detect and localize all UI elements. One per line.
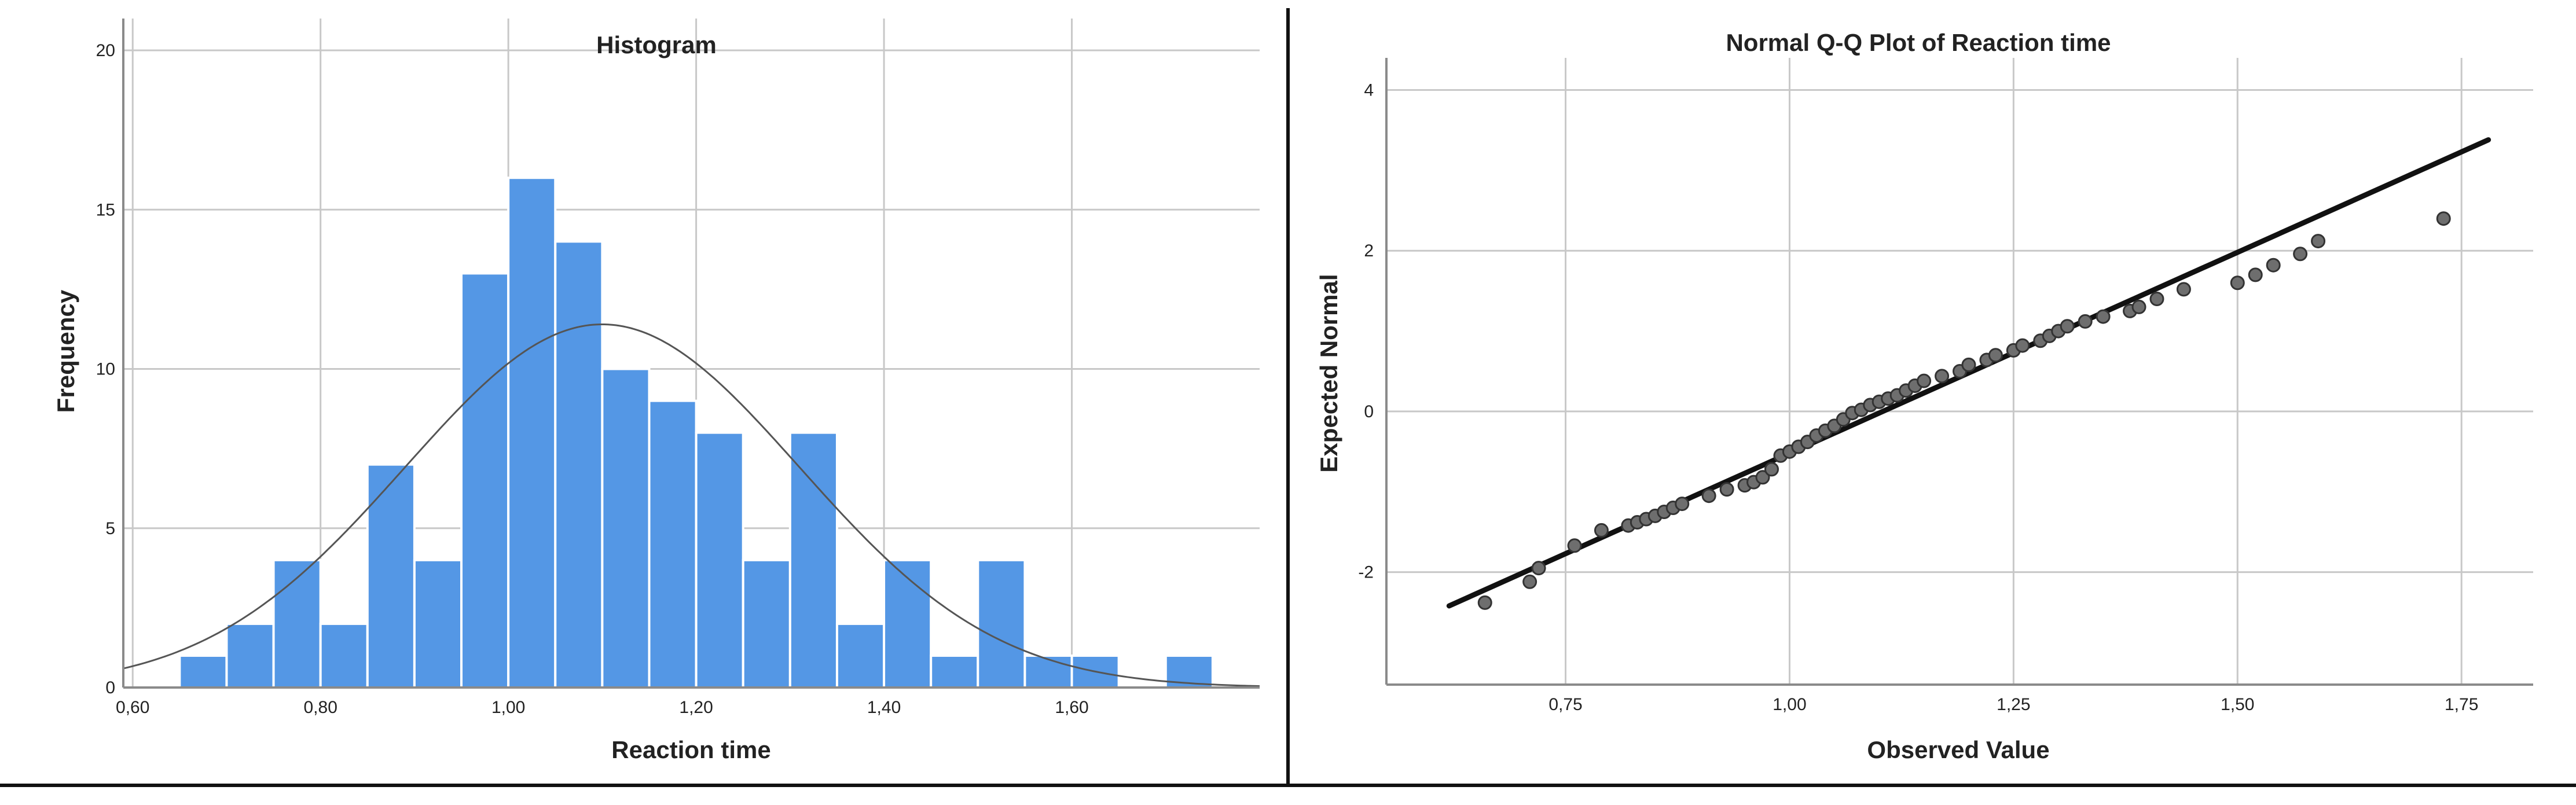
qq-x-tick-label: 1,50	[2221, 695, 2254, 714]
histogram-x-tick-label: 1,60	[1055, 698, 1088, 717]
qq-x-tick-label: 0,75	[1548, 695, 1582, 714]
qq-x-tick-label: 1,75	[2445, 695, 2478, 714]
histogram-x-tick-label: 1,40	[867, 698, 901, 717]
histogram-bar	[788, 431, 838, 689]
histogram-bar	[977, 558, 1026, 689]
histogram-y-tick-label: 10	[96, 360, 115, 379]
qq-point	[1988, 348, 2003, 363]
histogram-bar	[225, 622, 275, 689]
histogram-x-tick-labels: 0,60 0,80 1,00 1,20 1,40 1,60	[116, 698, 1089, 717]
histogram-bar	[178, 654, 228, 689]
qq-y-tick-label: -2	[1358, 563, 1374, 582]
qq-point	[1701, 488, 1716, 503]
qq-point	[1567, 538, 1582, 553]
qq-y-axis-label: Expected Normal	[1315, 274, 1342, 472]
panel-divider	[1286, 8, 1290, 784]
histogram-bar	[460, 272, 510, 689]
qq-axes	[1385, 58, 2533, 686]
qq-point	[1719, 482, 1734, 497]
qq-y-tick-label: 0	[1364, 402, 1374, 421]
qq-point	[1531, 561, 1546, 576]
qq-point	[2015, 338, 2030, 353]
histogram-y-tick-label: 5	[105, 519, 115, 538]
bottom-rule	[0, 784, 2576, 787]
histogram-y-tick-label: 20	[96, 41, 115, 60]
qq-point	[1675, 497, 1690, 512]
histogram-chart: 0,60 0,80 1,00 1,20 1,40 1,60 0 5 10 15 20 Histog…	[52, 19, 1260, 763]
qq-y-tick-labels: -2 0 2 4	[1358, 81, 1374, 582]
histogram-x-axis-label: Reaction time	[611, 736, 770, 763]
histogram-x-tick-label: 0,80	[303, 698, 337, 717]
qq-point	[2078, 314, 2093, 329]
qq-point	[1522, 574, 1537, 589]
qq-point	[2131, 299, 2146, 314]
histogram-bar	[601, 367, 651, 689]
histogram-bar	[413, 558, 463, 689]
qq-plot-title: Normal Q-Q Plot of Reaction time	[1726, 29, 2111, 56]
normal-curve	[123, 324, 1260, 688]
histogram-bar	[507, 177, 557, 689]
histogram-gridlines	[123, 19, 1260, 688]
qq-point	[2230, 275, 2245, 291]
qq-y-tick-label: 2	[1364, 241, 1374, 260]
qq-point	[2248, 267, 2263, 282]
histogram-title: Histogram	[596, 31, 717, 58]
qq-point	[2176, 282, 2191, 297]
qq-point	[1755, 470, 1770, 485]
qq-point	[2149, 292, 2164, 307]
histogram-bar	[1023, 654, 1073, 689]
histogram-bar	[648, 399, 698, 689]
histogram-bar	[883, 558, 933, 689]
qq-x-tick-labels: 0,75 1,00 1,25 1,50 1,75	[1548, 695, 2478, 714]
qq-plot-chart: 0,75 1,00 1,25 1,50 1,75 -2 0 2 4 Normal Q-Q Pl…	[1315, 29, 2533, 763]
qq-point	[2266, 258, 2281, 273]
qq-x-tick-label: 1,25	[1997, 695, 2030, 714]
qq-point	[1594, 523, 1609, 538]
histogram-bar	[930, 654, 979, 689]
qq-point	[2436, 211, 2451, 226]
histogram-y-tick-labels: 0 5 10 15 20	[96, 41, 115, 697]
qq-x-axis-label: Observed Value	[1867, 736, 2049, 763]
histogram-bar	[835, 622, 886, 689]
qq-point	[2096, 309, 2111, 324]
qq-point	[1477, 595, 1492, 610]
qq-gridlines	[1386, 58, 2533, 685]
histogram-bar	[366, 463, 416, 689]
qq-point	[2060, 319, 2075, 334]
histogram-x-tick-label: 0,60	[116, 698, 149, 717]
histogram-y-axis-label: Frequency	[52, 289, 79, 413]
histogram-bar	[695, 431, 744, 689]
histogram-bar	[1070, 654, 1120, 689]
qq-x-tick-label: 1,00	[1773, 695, 1806, 714]
qq-point	[1961, 357, 1976, 372]
histogram-x-tick-label: 1,00	[491, 698, 525, 717]
qq-point	[1764, 462, 1779, 477]
qq-points	[1477, 211, 2451, 610]
histogram-bar	[319, 622, 369, 689]
histogram-axes	[122, 19, 1260, 689]
histogram-y-tick-label: 0	[105, 678, 115, 697]
histogram-y-tick-label: 15	[96, 200, 115, 219]
qq-point	[1935, 369, 1950, 384]
qq-point	[2311, 234, 2326, 249]
histogram-x-tick-label: 1,20	[679, 698, 713, 717]
qq-point	[1917, 373, 1932, 388]
histogram-bar	[742, 558, 791, 689]
qq-y-tick-label: 4	[1364, 81, 1374, 100]
histogram-bar	[272, 558, 322, 689]
histogram-bar	[554, 240, 604, 689]
qq-point	[2293, 247, 2308, 262]
